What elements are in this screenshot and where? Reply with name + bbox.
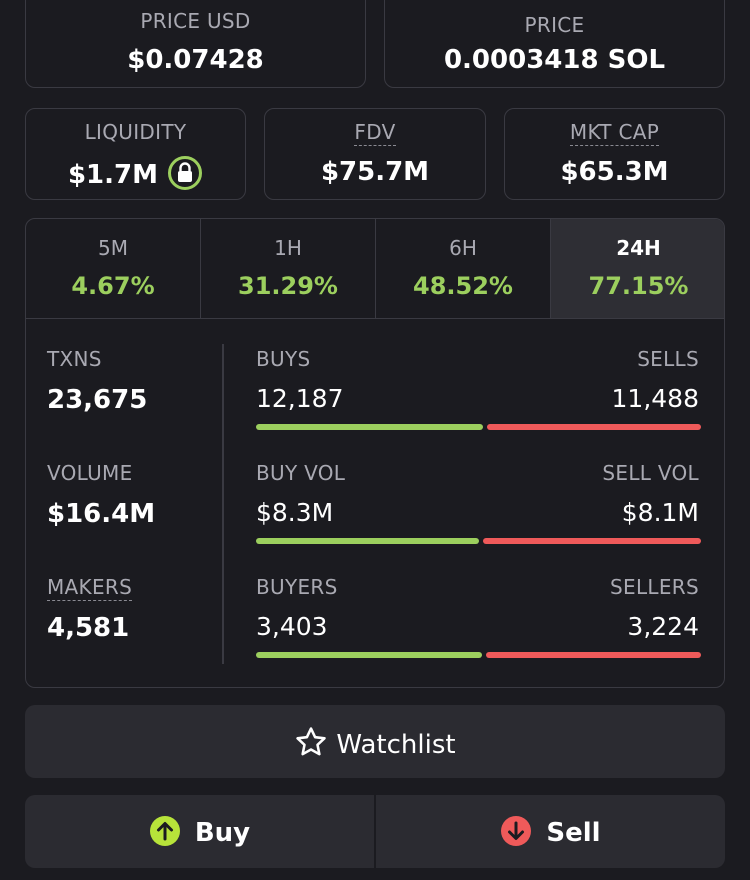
timeframe-tab[interactable]: 1H 31.29% xyxy=(201,219,376,319)
label-text: MKT CAP xyxy=(569,120,660,146)
timeframe-label: 24H xyxy=(616,236,661,260)
split-right-title: SELLERS xyxy=(610,575,699,599)
sell-bar xyxy=(483,538,701,544)
value: $65.3M xyxy=(560,157,669,187)
split-right-title: SELLS xyxy=(637,347,699,371)
split-left-value: $8.3M xyxy=(256,498,334,527)
up-icon xyxy=(149,816,180,846)
stats-panel: 5M 4.67% 1H 31.29% 6H 48.52% 24H 77.15% TXNS 23,6… xyxy=(25,218,725,688)
button-label: Watchlist xyxy=(336,730,456,760)
button-label: Sell xyxy=(546,818,601,848)
label: LIQUIDITY xyxy=(84,120,187,144)
split-left-value: 12,187 xyxy=(256,384,344,413)
fdv-card: FDV $75.7M xyxy=(264,108,486,200)
buy-bar xyxy=(256,652,483,658)
sell-bar xyxy=(487,424,701,430)
timeframe-tab[interactable]: 24H 77.15% xyxy=(551,219,724,319)
stat-label: MAKERS xyxy=(47,575,133,601)
button-content: Watchlist xyxy=(25,725,725,760)
split-right-value: 3,224 xyxy=(627,612,699,641)
button-content: Sell xyxy=(376,815,725,848)
timeframe-change: 4.67% xyxy=(71,272,155,300)
price-native-card: PRICE 0.0003418 SOL xyxy=(384,0,725,88)
value: $1.7M xyxy=(67,160,158,190)
mkt-cap-card: MKT CAP $65.3M xyxy=(504,108,725,200)
timeframe-tab[interactable]: 5M 4.67% xyxy=(26,219,201,319)
stat-label: VOLUME xyxy=(47,461,133,485)
stat-value: $16.4M xyxy=(47,499,156,529)
split-left-value: 3,403 xyxy=(256,612,328,641)
label-text: FDV xyxy=(354,120,396,146)
stat-label-text: VOLUME xyxy=(47,461,133,485)
timeframe-change: 48.52% xyxy=(413,272,513,300)
label: PRICE xyxy=(524,13,585,37)
star-icon xyxy=(296,727,327,756)
label: FDV xyxy=(265,120,485,146)
button-label: Buy xyxy=(194,818,251,848)
value: $75.7M xyxy=(320,157,430,187)
timeframe-change: 77.15% xyxy=(588,272,689,300)
sell-bar xyxy=(486,652,701,658)
sell-button[interactable]: Sell xyxy=(376,795,725,868)
timeframe-change: 31.29% xyxy=(238,272,338,300)
stat-value: 23,675 xyxy=(47,385,148,415)
stat-label-text: TXNS xyxy=(47,347,102,371)
split-left-title: BUYERS xyxy=(256,575,338,599)
split-right-title: SELL VOL xyxy=(602,461,699,485)
liquidity-card: LIQUIDITY $1.7M xyxy=(25,108,246,200)
timeframe-label: 6H xyxy=(449,236,477,260)
price-usd-card: PRICE USD $0.07428 xyxy=(25,0,366,88)
watchlist-button[interactable]: Watchlist xyxy=(25,705,725,778)
down-icon xyxy=(501,816,532,846)
timeframe-tab[interactable]: 6H 48.52% xyxy=(376,219,551,319)
split-left-title: BUY VOL xyxy=(256,461,346,485)
buy-bar xyxy=(256,538,480,544)
button-content: Buy xyxy=(25,815,374,848)
lock-icon xyxy=(168,156,203,190)
value: 0.0003418 SOL xyxy=(443,45,666,75)
buy-button[interactable]: Buy xyxy=(25,795,374,868)
split-right-value: $8.1M xyxy=(621,498,699,527)
divider xyxy=(222,344,224,664)
split-right-value: 11,488 xyxy=(611,384,699,413)
value: $0.07428 xyxy=(127,45,264,75)
stat-value: 4,581 xyxy=(47,613,130,643)
label: PRICE USD xyxy=(140,9,251,33)
buy-bar xyxy=(256,424,483,430)
split-left-title: BUYS xyxy=(256,347,311,371)
value-row: $1.7M xyxy=(26,155,245,191)
stat-label: TXNS xyxy=(47,347,102,371)
timeframe-label: 5M xyxy=(98,236,128,260)
timeframe-label: 1H xyxy=(274,236,302,260)
stat-label-text: MAKERS xyxy=(47,575,133,601)
label: MKT CAP xyxy=(505,120,724,146)
